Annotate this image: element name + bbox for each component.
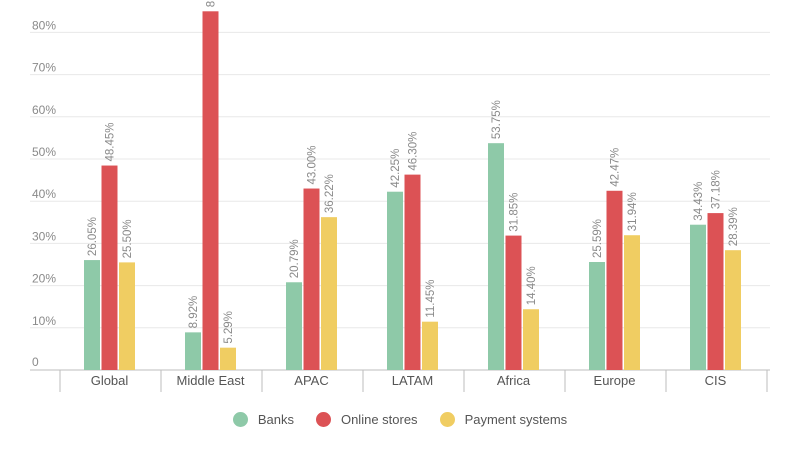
legend-label: Payment systems	[464, 412, 568, 427]
bar	[523, 309, 539, 370]
bar-chart: 0 10% 20% 30% 40% 50% 60% 70% 80% 26.05% 48.45% 25.…	[30, 1, 770, 392]
bar	[387, 191, 403, 370]
bar	[286, 282, 302, 370]
category-label: CIS	[705, 373, 727, 388]
y-tick-label: 80%	[32, 18, 56, 32]
bar	[119, 262, 135, 370]
category-label: Europe	[594, 373, 636, 388]
data-label: 48.45%	[105, 123, 117, 162]
bar	[725, 250, 741, 370]
bar	[488, 143, 504, 370]
data-label: 11.45%	[425, 280, 437, 318]
y-tick-label: 20%	[32, 272, 56, 286]
data-label: 20.79%	[289, 239, 301, 278]
data-label: 31.85%	[509, 193, 521, 232]
y-tick-label: 0	[32, 355, 39, 369]
y-tick-label: 60%	[32, 103, 56, 117]
data-label: 8.92%	[188, 296, 200, 329]
data-label: 42.25%	[390, 149, 402, 188]
legend: Banks Online stores Payment systems	[0, 412, 800, 427]
category-label: Africa	[497, 373, 531, 388]
data-label: 5.29%	[223, 311, 235, 344]
bar	[185, 332, 201, 370]
data-label: 42.47%	[610, 148, 622, 187]
legend-swatch	[232, 412, 248, 427]
data-label: 25.59%	[592, 219, 604, 258]
category-label: Global	[91, 373, 129, 388]
data-label: 53.75%	[491, 100, 503, 139]
y-tick-label: 30%	[32, 229, 56, 243]
y-tick-label: 10%	[32, 314, 56, 328]
data-label: 43.00%	[307, 146, 319, 185]
y-tick-label: 50%	[32, 145, 56, 159]
y-tick-label: 40%	[32, 187, 56, 201]
legend-item: Online stores	[315, 412, 418, 427]
legend-item: Payment systems	[439, 412, 568, 427]
bar	[505, 235, 522, 370]
category-label: Middle East	[177, 373, 245, 388]
data-label: 25.50%	[122, 219, 134, 258]
bar	[624, 235, 640, 370]
data-label: 37.18%	[711, 170, 723, 209]
category-label: LATAM	[392, 373, 433, 388]
y-tick-label: 70%	[32, 61, 56, 75]
bar	[404, 174, 421, 370]
data-label: 8	[206, 1, 218, 7]
data-label: 34.43%	[693, 182, 705, 221]
data-label: 36.22%	[324, 174, 336, 213]
bar	[589, 262, 605, 370]
legend-label: Online stores	[340, 412, 418, 427]
bar	[202, 11, 219, 371]
bar	[690, 224, 706, 370]
data-label: 31.94%	[627, 192, 639, 231]
bar	[321, 217, 337, 370]
bar	[101, 165, 118, 370]
data-label: 26.05%	[87, 217, 99, 256]
legend-label: Banks	[257, 412, 294, 427]
bar	[707, 213, 724, 370]
data-label: 14.40%	[526, 266, 538, 305]
bar	[422, 321, 438, 370]
data-label: 46.30%	[408, 132, 420, 171]
legend-swatch	[315, 412, 331, 427]
bar	[84, 260, 100, 370]
bar	[303, 188, 320, 370]
category-label: APAC	[294, 373, 328, 388]
legend-item: Banks	[232, 412, 294, 427]
legend-swatch	[439, 412, 455, 427]
bar	[606, 190, 623, 370]
data-label: 28.39%	[728, 207, 740, 246]
bar	[220, 347, 236, 370]
